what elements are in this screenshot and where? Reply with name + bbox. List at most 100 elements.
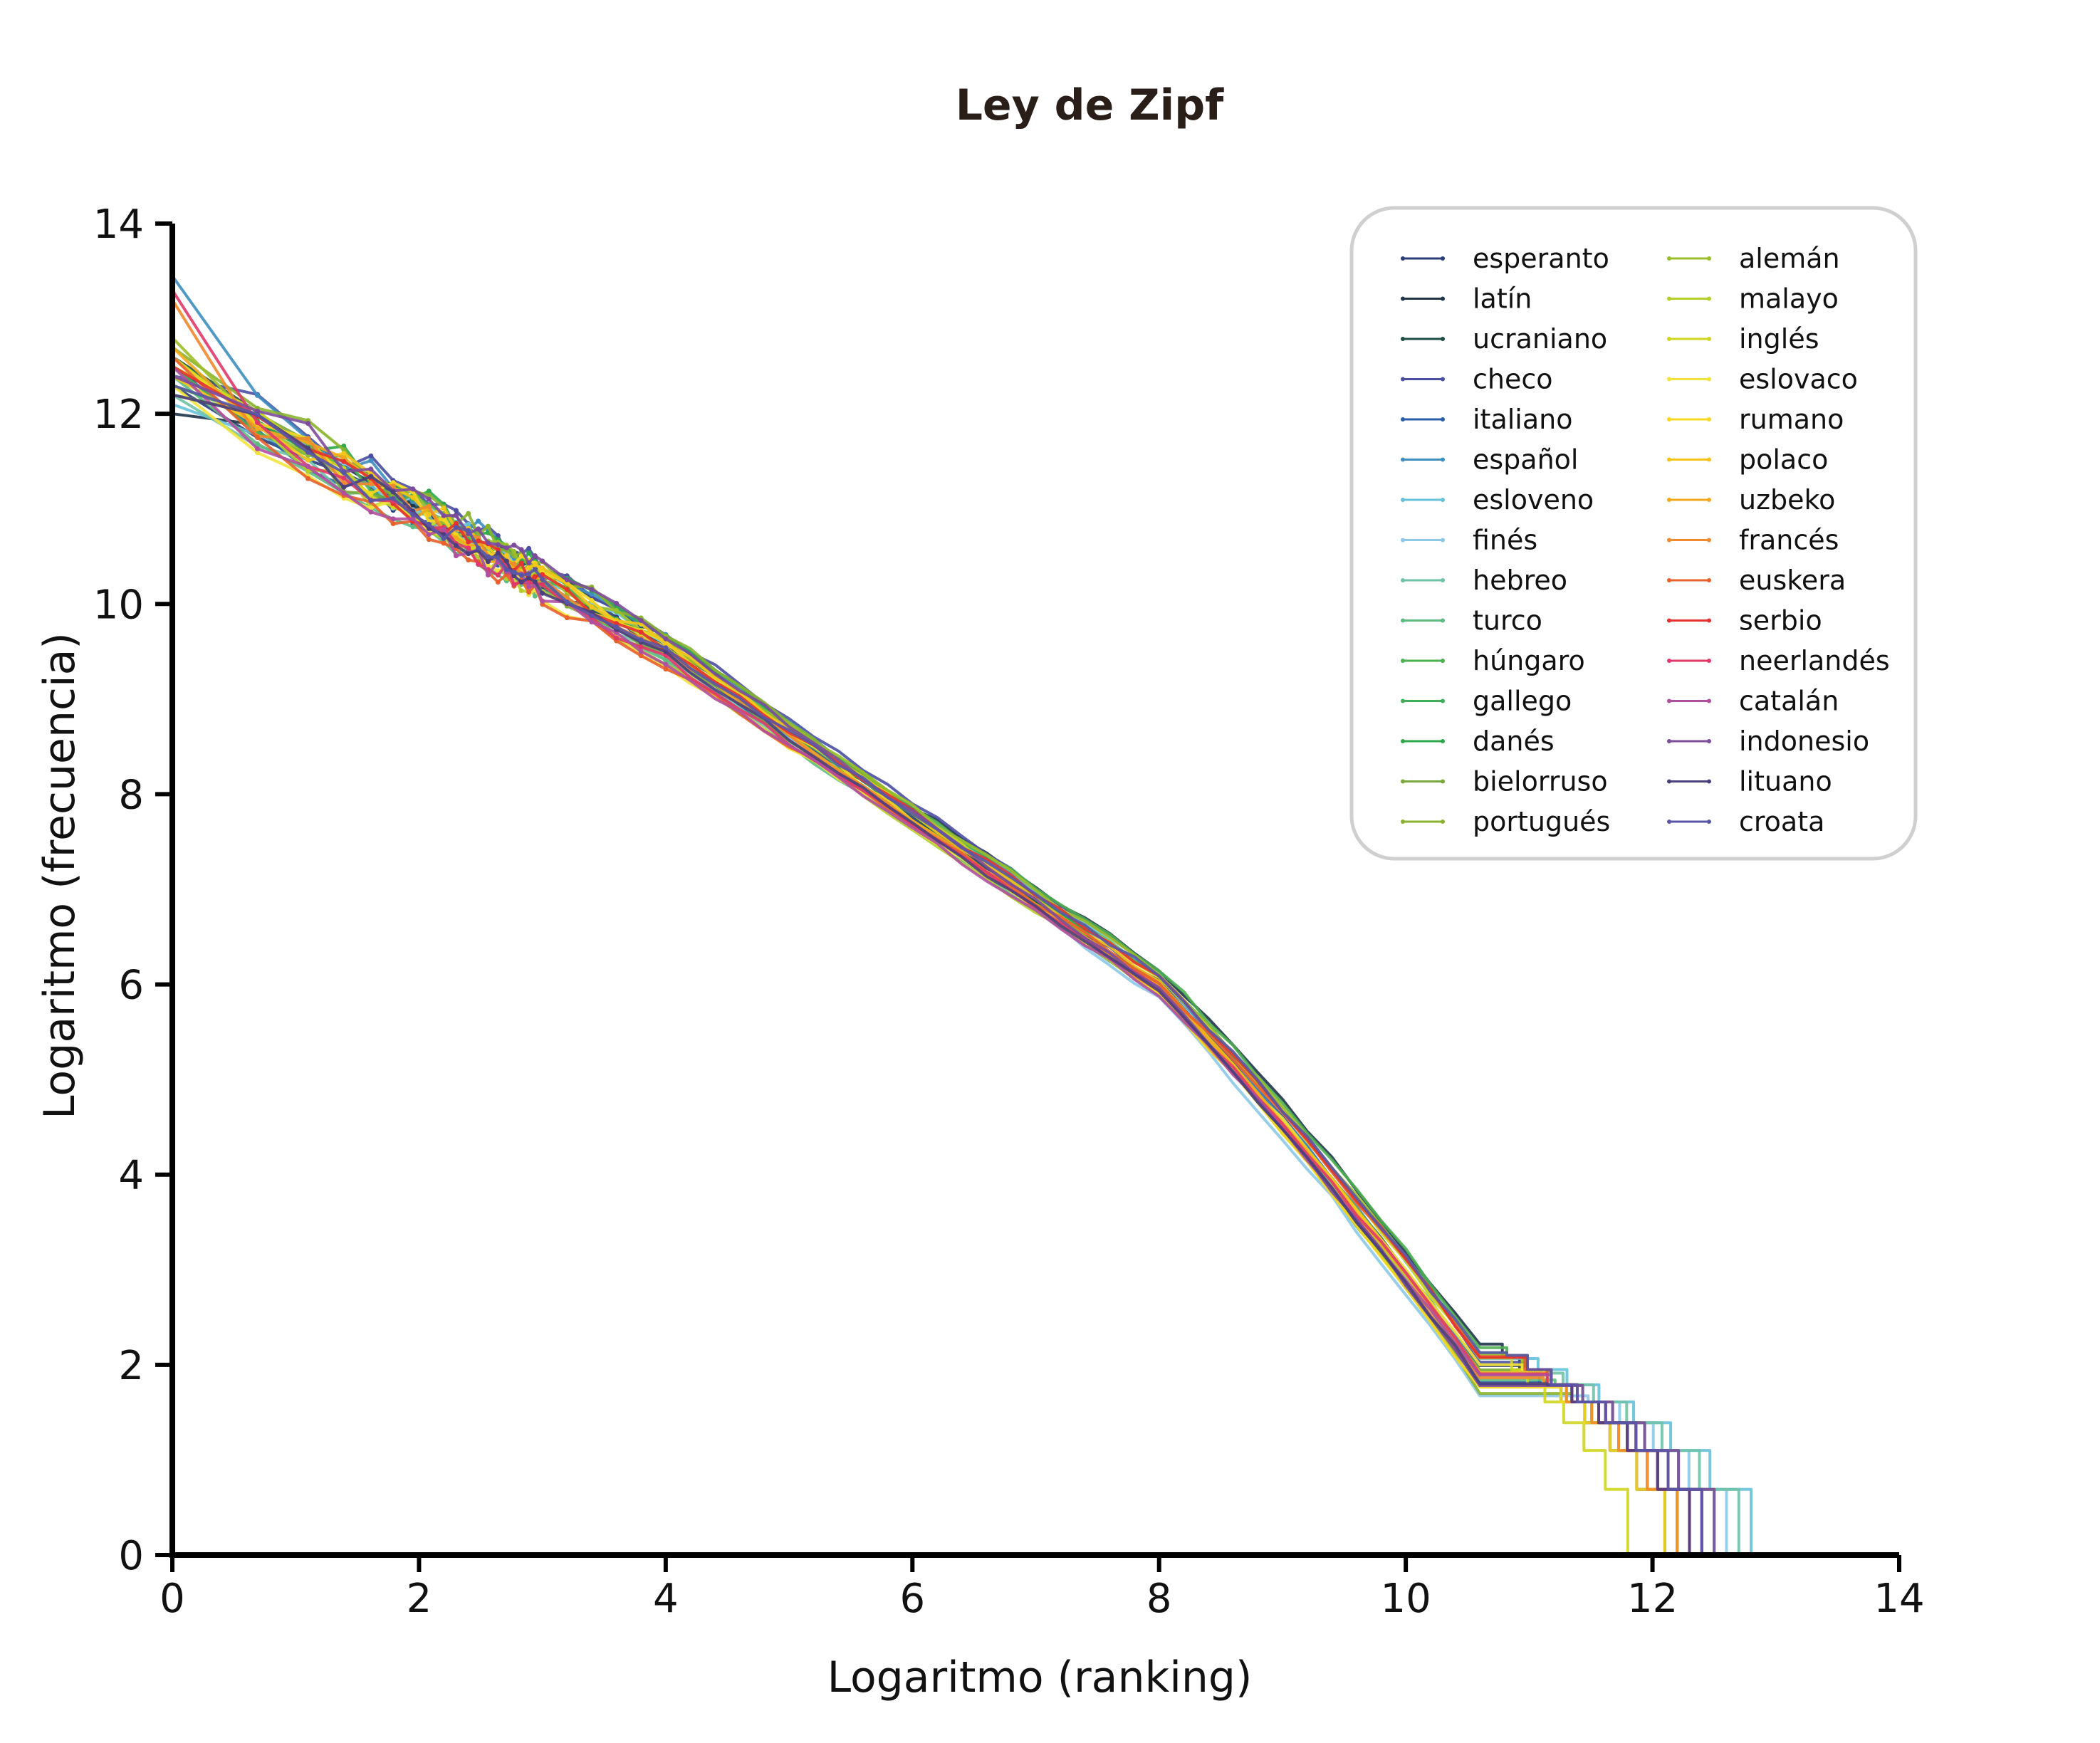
series-point — [663, 636, 669, 642]
legend-label: serbio — [1739, 605, 1822, 637]
legend-label: italiano — [1473, 404, 1572, 435]
series-point — [526, 571, 532, 577]
x-tick-label: 8 — [1146, 1576, 1172, 1622]
series-point — [638, 649, 644, 654]
legend-item-eslovaco: eslovaco — [1667, 364, 1858, 395]
legend-marker — [1667, 698, 1671, 703]
legend-label: portugués — [1473, 806, 1610, 837]
legend-item-italiano: italiano — [1401, 404, 1572, 435]
series-point — [453, 520, 459, 526]
series-point — [255, 434, 260, 440]
legend-marker — [1441, 618, 1445, 623]
legend-marker — [1707, 820, 1711, 824]
legend-marker — [1401, 739, 1405, 743]
y-ticks: 0 2 4 6 8 10 12 14 — [93, 201, 172, 1579]
series-point — [410, 516, 416, 522]
series-point — [441, 535, 446, 541]
series-point — [305, 436, 310, 441]
legend-label: eslovaco — [1739, 364, 1858, 395]
legend-label: euskera — [1739, 565, 1846, 596]
legend-label: turco — [1473, 605, 1542, 637]
legend-label: croata — [1739, 806, 1824, 837]
series-point — [503, 558, 509, 564]
series-point — [341, 484, 347, 490]
legend-marker — [1401, 618, 1405, 623]
legend-item-malayo: malayo — [1667, 283, 1839, 315]
legend-label: danés — [1473, 726, 1555, 757]
legend-item-checo: checo — [1401, 364, 1553, 395]
legend-label: hebreo — [1473, 565, 1567, 596]
x-tick-label: 4 — [653, 1576, 679, 1622]
series-point — [453, 553, 459, 559]
series-point — [532, 579, 538, 585]
series-point — [368, 466, 374, 472]
legend-item-neerlandés: neerlandés — [1667, 645, 1890, 676]
legend-marker — [1667, 498, 1671, 502]
legend-label: lituano — [1739, 766, 1832, 797]
series-point — [390, 489, 396, 495]
legend-item-serbio: serbio — [1667, 605, 1822, 637]
series-point — [511, 582, 517, 587]
legend-marker — [1441, 538, 1445, 543]
series-point — [476, 518, 481, 524]
series-point — [453, 525, 459, 530]
series-point — [503, 553, 509, 558]
legend-marker — [1441, 779, 1445, 784]
legend-marker — [1401, 457, 1405, 462]
series-point — [341, 451, 347, 456]
series-point — [511, 549, 517, 555]
series-point — [511, 543, 517, 548]
series-point — [410, 512, 416, 518]
x-tick-label: 12 — [1627, 1576, 1678, 1622]
series-point — [466, 557, 471, 562]
legend-marker — [1707, 296, 1711, 301]
series-point — [663, 657, 669, 663]
legend-item-latín: latín — [1401, 283, 1532, 315]
x-tick-label: 6 — [899, 1576, 925, 1622]
series-point — [466, 521, 471, 527]
series-point — [526, 575, 532, 581]
series-point — [341, 475, 347, 481]
legend-marker — [1441, 417, 1445, 422]
legend-marker — [1441, 498, 1445, 502]
legend-item-uzbeko: uzbeko — [1667, 484, 1835, 515]
series-point — [589, 587, 595, 592]
legend-marker — [1707, 779, 1711, 784]
legend-marker — [1707, 498, 1711, 502]
y-tick-label: 2 — [118, 1343, 144, 1389]
series-point — [441, 540, 446, 546]
series-point — [540, 577, 545, 582]
legend-label: húngaro — [1473, 645, 1585, 676]
series-point — [485, 559, 491, 565]
series-point — [255, 420, 260, 425]
legend-marker — [1707, 578, 1711, 582]
series-point — [441, 527, 446, 532]
series-point — [495, 542, 501, 548]
series-point — [466, 539, 471, 545]
series-point — [614, 624, 620, 629]
series-point — [485, 572, 491, 577]
legend-item-croata: croata — [1667, 806, 1824, 837]
series-layer — [169, 273, 1753, 1555]
series-point — [255, 392, 260, 398]
legend-marker — [1667, 377, 1671, 382]
legend-marker — [1401, 498, 1405, 502]
series-point — [614, 635, 620, 641]
series-point — [540, 565, 545, 571]
legend-marker — [1667, 739, 1671, 743]
series-point — [540, 590, 545, 596]
legend-item-turco: turco — [1401, 605, 1542, 637]
legend-marker — [1667, 337, 1671, 341]
series-point — [663, 661, 669, 667]
legend-marker — [1707, 457, 1711, 462]
series-point — [485, 554, 491, 560]
series-point — [485, 523, 491, 529]
series-point — [390, 483, 396, 489]
series-point — [564, 587, 570, 592]
series-point — [305, 421, 310, 426]
legend-item-danés: danés — [1401, 726, 1555, 757]
x-axis-label: Logaritmo (ranking) — [827, 1653, 1253, 1702]
legend-marker — [1667, 296, 1671, 301]
series-point — [441, 517, 446, 522]
